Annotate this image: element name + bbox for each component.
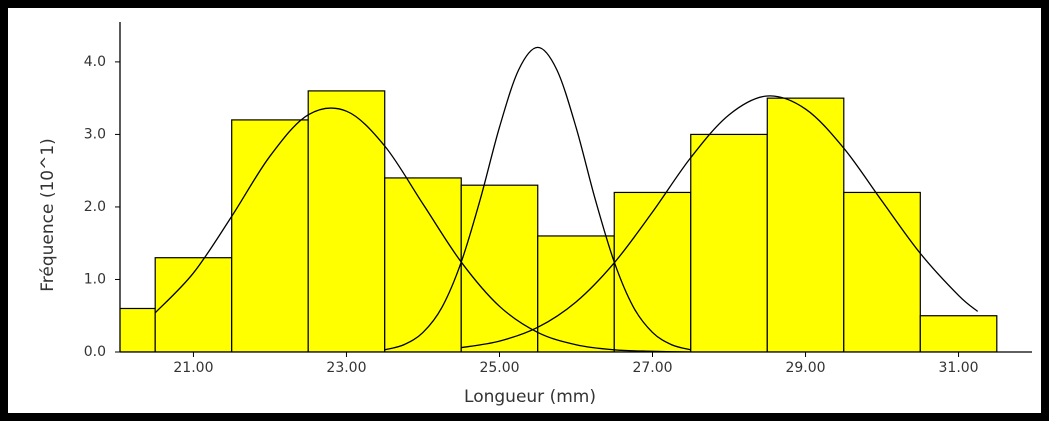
x-tick-label: 21.00 — [173, 360, 213, 376]
bar — [766, 97, 845, 352]
bar — [690, 133, 768, 352]
x-tick-label: 23.00 — [326, 360, 366, 376]
y-axis-title: Fréquence (10^1) — [38, 138, 58, 292]
bar — [460, 184, 539, 352]
y-tick-label: 4.0 — [84, 54, 106, 70]
fit-curve — [154, 107, 691, 352]
bar — [613, 191, 692, 352]
axes: 0.0 1.0 2.0 3.0 4.0 21.00 23.00 25.00 27.00 29.00… — [84, 22, 1032, 376]
bar — [537, 235, 615, 352]
x-tick-label: 25.00 — [479, 360, 519, 376]
y-tick-label: 0.0 — [84, 344, 106, 360]
bar — [843, 191, 921, 352]
bar — [307, 90, 386, 352]
bar — [231, 119, 309, 352]
x-tick-label: 31.00 — [939, 360, 979, 376]
bar — [154, 257, 233, 352]
plot-area — [120, 46, 998, 352]
y-tick-label: 3.0 — [84, 126, 106, 142]
y-tick-label: 1.0 — [84, 271, 106, 287]
x-tick-label: 27.00 — [632, 360, 672, 376]
bar — [384, 177, 462, 352]
x-axis-title: Longueur (mm) — [464, 387, 596, 407]
fit-curve — [461, 95, 979, 349]
bar — [919, 315, 998, 352]
y-tick-label: 2.0 — [84, 199, 106, 215]
x-tick-label: 29.00 — [785, 360, 825, 376]
fit-curve — [384, 46, 691, 351]
